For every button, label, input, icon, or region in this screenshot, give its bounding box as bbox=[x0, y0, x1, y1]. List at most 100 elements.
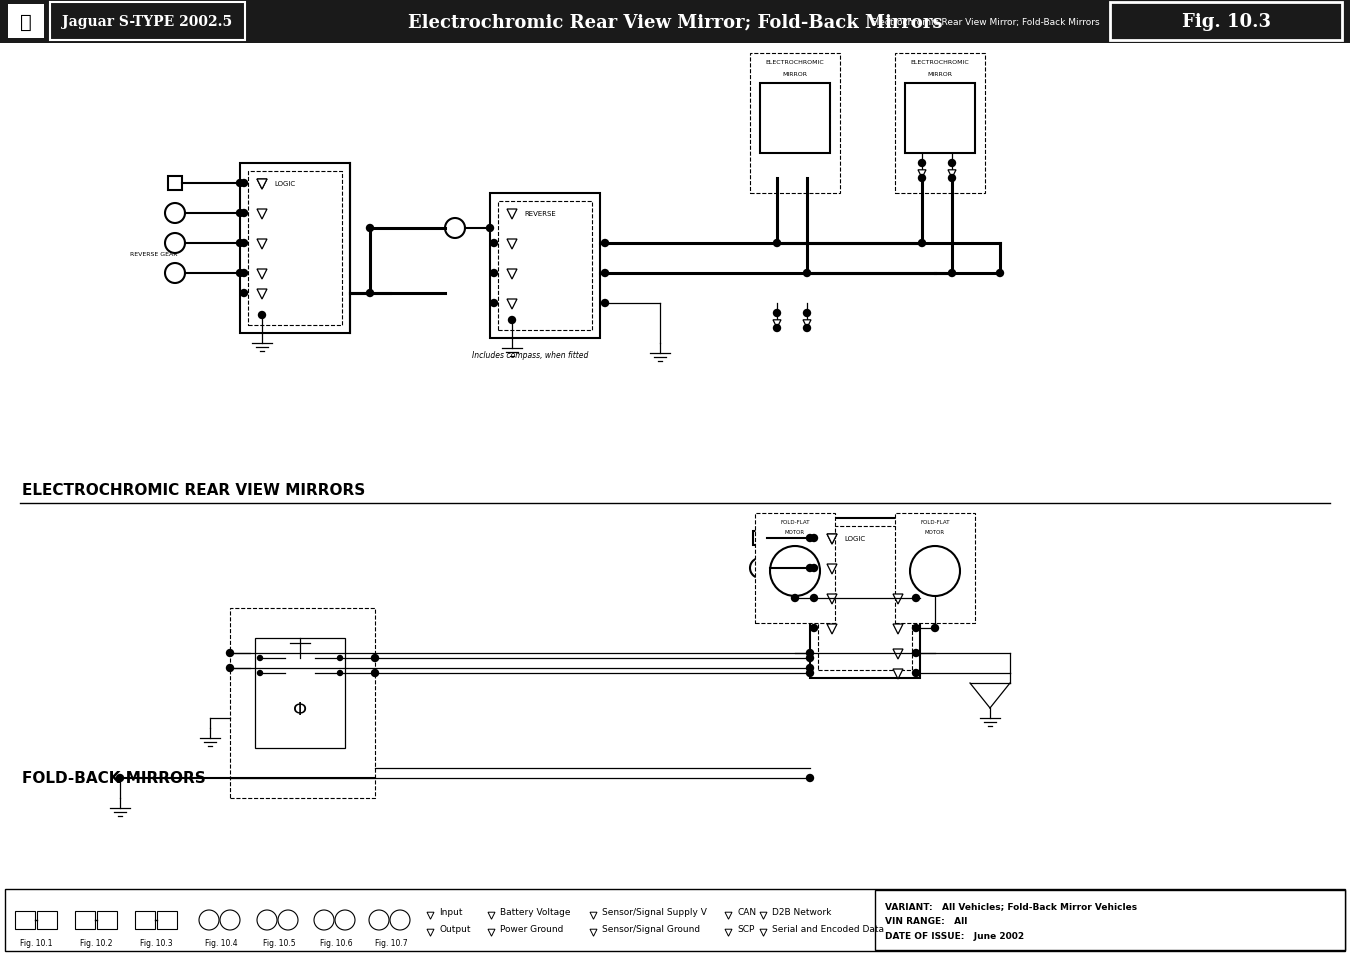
Circle shape bbox=[490, 240, 498, 247]
Circle shape bbox=[240, 240, 247, 247]
Circle shape bbox=[116, 775, 123, 781]
Circle shape bbox=[366, 225, 374, 233]
Polygon shape bbox=[508, 240, 517, 250]
Circle shape bbox=[774, 325, 780, 333]
Circle shape bbox=[236, 240, 243, 247]
Circle shape bbox=[806, 565, 814, 572]
Circle shape bbox=[335, 910, 355, 930]
Text: D2B Network: D2B Network bbox=[772, 907, 832, 917]
Polygon shape bbox=[256, 180, 267, 190]
Circle shape bbox=[810, 535, 818, 542]
Circle shape bbox=[602, 271, 609, 277]
Text: MOTOR: MOTOR bbox=[925, 529, 945, 534]
Polygon shape bbox=[892, 669, 903, 679]
Circle shape bbox=[774, 310, 780, 317]
Polygon shape bbox=[803, 320, 811, 329]
Circle shape bbox=[371, 655, 378, 661]
Circle shape bbox=[751, 558, 769, 578]
Circle shape bbox=[791, 595, 798, 602]
Polygon shape bbox=[508, 270, 517, 280]
Polygon shape bbox=[948, 171, 956, 178]
Text: Serial and Encoded Data: Serial and Encoded Data bbox=[772, 924, 884, 934]
Bar bbox=[490, 193, 599, 338]
Polygon shape bbox=[725, 929, 732, 936]
Bar bbox=[760, 84, 830, 153]
Circle shape bbox=[803, 325, 810, 333]
Text: Power Ground: Power Ground bbox=[500, 924, 563, 934]
Bar bbox=[255, 639, 346, 748]
Bar bbox=[5, 889, 1345, 951]
Circle shape bbox=[810, 625, 818, 632]
Bar bbox=[0, 0, 1350, 44]
Circle shape bbox=[240, 271, 247, 277]
Circle shape bbox=[236, 180, 243, 188]
Circle shape bbox=[258, 656, 262, 660]
Text: Fig. 10.5: Fig. 10.5 bbox=[263, 938, 296, 947]
Polygon shape bbox=[828, 535, 837, 544]
Polygon shape bbox=[892, 649, 903, 659]
Text: 🐆: 🐆 bbox=[20, 12, 32, 31]
Text: MIRROR: MIRROR bbox=[783, 71, 807, 76]
Circle shape bbox=[806, 775, 814, 781]
Bar bbox=[135, 911, 155, 929]
Text: REVERSE: REVERSE bbox=[524, 211, 556, 216]
Bar bbox=[50, 3, 244, 41]
Polygon shape bbox=[256, 180, 267, 190]
Text: VIN RANGE:   All: VIN RANGE: All bbox=[886, 916, 968, 925]
Polygon shape bbox=[256, 290, 267, 299]
Bar bbox=[810, 518, 919, 679]
Circle shape bbox=[198, 910, 219, 930]
Polygon shape bbox=[256, 270, 267, 280]
Bar bbox=[230, 608, 375, 799]
Circle shape bbox=[165, 233, 185, 253]
Circle shape bbox=[810, 595, 818, 602]
Text: Sensor/Signal Supply V: Sensor/Signal Supply V bbox=[602, 907, 707, 917]
Text: Fig. 10.7: Fig. 10.7 bbox=[375, 938, 408, 947]
Text: Fig. 10.4: Fig. 10.4 bbox=[205, 938, 238, 947]
Polygon shape bbox=[828, 535, 837, 544]
Circle shape bbox=[227, 665, 234, 672]
Text: Fig. 10.6: Fig. 10.6 bbox=[320, 938, 352, 947]
Circle shape bbox=[236, 271, 243, 277]
Circle shape bbox=[490, 300, 498, 307]
Circle shape bbox=[315, 910, 333, 930]
Text: Battery Voltage: Battery Voltage bbox=[500, 907, 571, 917]
Text: Input: Input bbox=[439, 907, 463, 917]
Text: REVERSE GEAR: REVERSE GEAR bbox=[130, 252, 177, 256]
Text: FOLD-BACK MIRRORS: FOLD-BACK MIRRORS bbox=[22, 770, 205, 785]
Text: Electrochromic Rear View Mirror; Fold-Back Mirrors: Electrochromic Rear View Mirror; Fold-Ba… bbox=[871, 17, 1099, 27]
Text: Includes compass, when fitted: Includes compass, when fitted bbox=[471, 351, 589, 360]
Circle shape bbox=[220, 910, 240, 930]
Circle shape bbox=[910, 546, 960, 597]
Bar bbox=[498, 202, 593, 331]
Text: LOGIC: LOGIC bbox=[274, 181, 296, 187]
Circle shape bbox=[774, 240, 780, 247]
Text: ELECTROCHROMIC: ELECTROCHROMIC bbox=[765, 59, 825, 65]
Circle shape bbox=[278, 910, 298, 930]
Bar bbox=[818, 526, 913, 670]
Bar bbox=[755, 514, 836, 623]
Circle shape bbox=[490, 271, 498, 277]
Circle shape bbox=[371, 670, 378, 677]
Circle shape bbox=[602, 240, 609, 247]
Circle shape bbox=[806, 670, 814, 677]
Bar bbox=[36, 911, 57, 929]
Text: FOLD-FLAT: FOLD-FLAT bbox=[921, 519, 950, 524]
Circle shape bbox=[446, 219, 464, 239]
Circle shape bbox=[913, 625, 919, 632]
Polygon shape bbox=[892, 595, 903, 604]
Polygon shape bbox=[828, 564, 837, 575]
Circle shape bbox=[165, 264, 185, 284]
Bar bbox=[895, 514, 975, 623]
Circle shape bbox=[810, 565, 818, 572]
Circle shape bbox=[913, 595, 919, 602]
Circle shape bbox=[240, 211, 247, 217]
Text: Jaguar S-TYPE 2002.5: Jaguar S-TYPE 2002.5 bbox=[62, 15, 232, 29]
Bar bbox=[157, 911, 177, 929]
Circle shape bbox=[803, 310, 810, 317]
Circle shape bbox=[918, 175, 926, 182]
Text: Φ: Φ bbox=[293, 700, 306, 719]
Circle shape bbox=[236, 211, 243, 217]
Circle shape bbox=[369, 910, 389, 930]
Text: ELECTROCHROMIC: ELECTROCHROMIC bbox=[911, 59, 969, 65]
